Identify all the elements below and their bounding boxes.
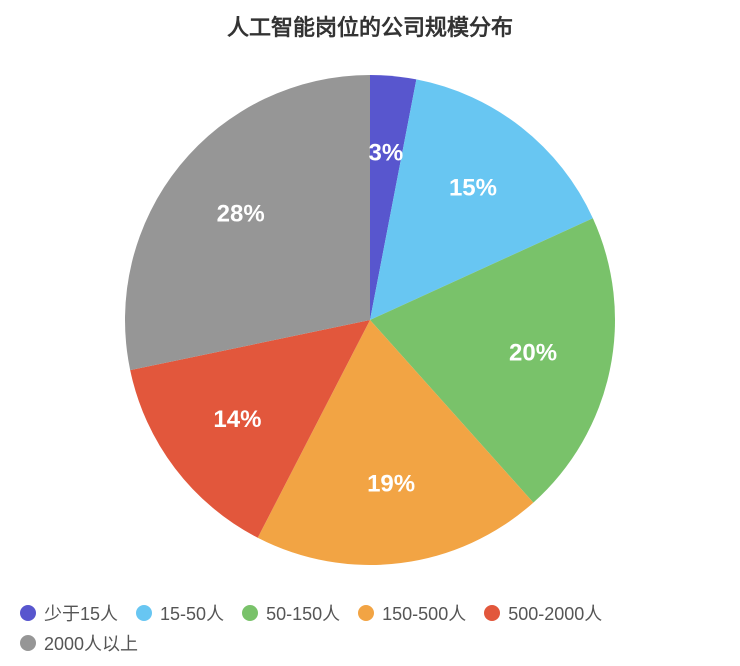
pie-slice-label: 20% (509, 339, 557, 366)
legend-label: 500-2000人 (508, 600, 602, 626)
legend-swatch (484, 605, 500, 621)
legend-item: 500-2000人 (484, 600, 602, 626)
pie-chart: 3% 15% 20% 19% 14% 28% (0, 55, 740, 595)
pie-slice-label: 3% (368, 139, 403, 166)
legend-label: 2000人以上 (44, 630, 138, 656)
legend-item: 15-50人 (136, 600, 224, 626)
legend-swatch (20, 635, 36, 651)
pie-slice-label: 19% (367, 471, 415, 498)
legend-label: 少于15人 (44, 600, 118, 626)
pie-slice-label: 15% (449, 174, 497, 201)
legend-item: 50-150人 (242, 600, 340, 626)
legend-label: 150-500人 (382, 600, 466, 626)
legend-item: 150-500人 (358, 600, 466, 626)
chart-legend: 少于15人 15-50人 50-150人 150-500人 500-2000人 2000人… (20, 600, 720, 656)
pie-chart-container: 人工智能岗位的公司规模分布 3% 15% 20% 19% 14% 28% 少于15人 15-… (0, 0, 740, 666)
legend-item: 少于15人 (20, 600, 118, 626)
legend-swatch (20, 605, 36, 621)
pie-slice-label: 14% (213, 406, 261, 433)
legend-label: 50-150人 (266, 600, 340, 626)
pie-slice-label: 28% (217, 200, 265, 227)
legend-item: 2000人以上 (20, 630, 138, 656)
legend-label: 15-50人 (160, 600, 224, 626)
legend-swatch (358, 605, 374, 621)
chart-title: 人工智能岗位的公司规模分布 (0, 10, 740, 42)
legend-swatch (242, 605, 258, 621)
legend-swatch (136, 605, 152, 621)
